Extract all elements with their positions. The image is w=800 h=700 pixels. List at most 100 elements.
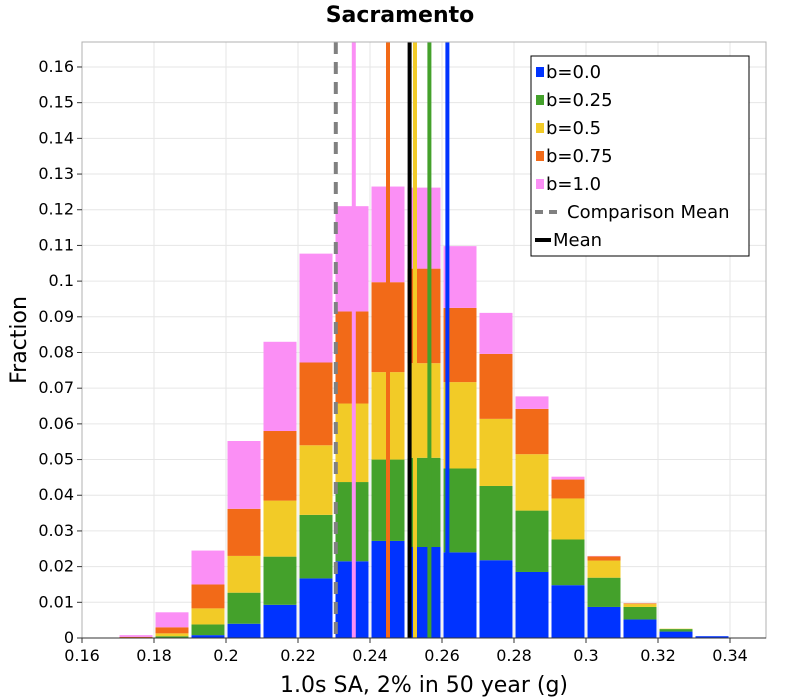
y-tick-label: 0.09: [38, 307, 74, 326]
legend-swatch: [536, 123, 544, 133]
bar-segment: [479, 560, 513, 638]
bar-segment: [299, 253, 333, 363]
x-tick-label: 0.18: [136, 646, 172, 665]
legend-label: Comparison Mean: [567, 202, 730, 223]
bar-segment: [587, 556, 621, 561]
bar-segment: [551, 476, 585, 480]
legend-swatch: [536, 179, 544, 189]
y-tick-label: 0.15: [38, 93, 74, 112]
x-tick-label: 0.32: [640, 646, 676, 665]
y-tick-label: 0: [64, 628, 74, 647]
y-tick-label: 0.05: [38, 450, 74, 469]
y-tick-label: 0.07: [38, 378, 74, 397]
bar-segment: [119, 635, 153, 637]
x-tick-label: 0.3: [573, 646, 598, 665]
bar-segment: [515, 454, 549, 511]
bar-segment: [407, 268, 441, 364]
bar-segment: [659, 629, 693, 632]
bar-segment: [191, 608, 225, 625]
bar-segment: [155, 612, 189, 628]
y-tick-label: 0.02: [38, 557, 74, 576]
chart-title: Sacramento: [326, 3, 475, 28]
bar-segment: [623, 603, 657, 605]
legend-swatch: [536, 67, 544, 77]
bar-segment: [515, 396, 549, 409]
y-tick-label: 0.1: [49, 271, 74, 290]
legend-label: b=1.0: [546, 174, 601, 195]
x-tick-label: 0.34: [712, 646, 748, 665]
bar-segment: [551, 539, 585, 586]
bar-segment: [515, 510, 549, 572]
y-tick-label: 0.16: [38, 57, 74, 76]
x-tick-label: 0.2: [213, 646, 238, 665]
x-tick-label: 0.28: [496, 646, 532, 665]
x-axis-label: 1.0s SA, 2% in 50 year (g): [280, 673, 568, 698]
bar-segment: [299, 514, 333, 579]
legend-swatch: [536, 95, 544, 105]
bar-segment: [299, 578, 333, 638]
bar-segment: [191, 624, 225, 636]
bar-segment: [551, 479, 585, 499]
bar-segment: [299, 362, 333, 446]
bar-segment: [227, 623, 261, 638]
legend-label: Mean: [553, 230, 602, 251]
bar-segment: [479, 418, 513, 486]
legend-box: [530, 55, 750, 257]
bar-segment: [227, 508, 261, 556]
bar-segment: [623, 619, 657, 638]
bar-segment: [407, 187, 441, 269]
x-tick-label: 0.16: [64, 646, 100, 665]
y-tick-label: 0.06: [38, 414, 74, 433]
bar-segment: [479, 485, 513, 561]
bar-segment: [263, 341, 297, 432]
bar-segment: [551, 585, 585, 638]
y-tick-label: 0.01: [38, 592, 74, 611]
bar-segment: [155, 633, 189, 637]
bar-segment: [119, 636, 153, 638]
y-tick-label: 0.03: [38, 521, 74, 540]
bar-segment: [191, 550, 225, 585]
bar-segment: [551, 498, 585, 540]
bar-segment: [515, 408, 549, 455]
legend-label: b=0.25: [546, 90, 613, 111]
bar-segment: [263, 500, 297, 557]
bar-segment: [695, 636, 729, 638]
x-tick-label: 0.26: [424, 646, 460, 665]
y-axis-ticks: 0 0.01 0.02 0.03 0.04 0.05 0.06 0.07 0.08 0.09 0.1…: [38, 57, 82, 647]
bar-segment: [191, 584, 225, 609]
legend: b=0.0 b=0.25 b=0.5 b=0.75 b=1.0 Comparison Me…: [530, 55, 750, 257]
y-tick-label: 0.08: [38, 342, 74, 361]
bar-segment: [155, 636, 189, 638]
bar-segment: [155, 627, 189, 634]
bar-segment: [479, 312, 513, 354]
x-tick-label: 0.24: [352, 646, 388, 665]
bar-segment: [587, 560, 621, 578]
legend-label: b=0.0: [546, 62, 601, 83]
bar-segment: [407, 457, 441, 547]
y-tick-label: 0.14: [38, 128, 74, 147]
bar-segment: [587, 606, 621, 638]
bar-segment: [263, 604, 297, 638]
bar-segment: [191, 635, 225, 638]
bar-segment: [407, 546, 441, 638]
bar-segment: [623, 606, 657, 620]
bar-segment: [227, 555, 261, 593]
bar-segment: [299, 445, 333, 515]
bar-segment: [623, 604, 657, 607]
bar-segment: [263, 556, 297, 605]
y-tick-label: 0.11: [38, 235, 74, 254]
legend-label: b=0.75: [546, 146, 613, 167]
y-tick-label: 0.04: [38, 485, 74, 504]
mean-lines: [333, 42, 450, 638]
y-axis-label: Fraction: [7, 296, 32, 384]
bar-segment: [515, 571, 549, 638]
bar-segment: [227, 440, 261, 509]
bar-segment: [659, 631, 693, 638]
legend-swatch: [536, 151, 544, 161]
bar-segment: [407, 363, 441, 458]
x-tick-label: 0.22: [280, 646, 316, 665]
y-tick-label: 0.13: [38, 164, 74, 183]
bar-segment: [227, 592, 261, 624]
y-tick-label: 0.12: [38, 200, 74, 219]
